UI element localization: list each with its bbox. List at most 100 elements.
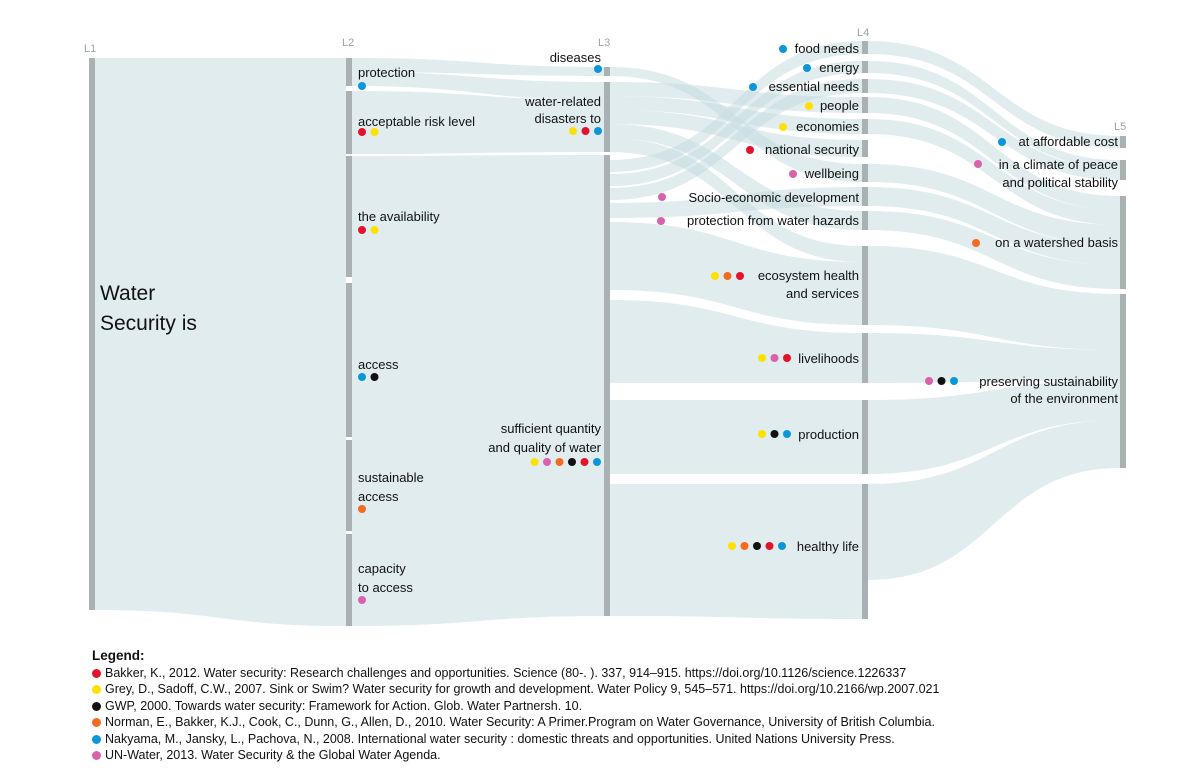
dot-watershed-norman: [972, 239, 980, 247]
label-energy: energy: [819, 60, 859, 75]
dot-sufficient-nakyama: [593, 458, 601, 466]
bar-affordable: [1120, 136, 1126, 148]
level-l1: L1: [84, 43, 96, 55]
label-water-security-line1: Water: [100, 282, 155, 305]
flows: [95, 41, 1120, 626]
label-economies: economies: [796, 119, 859, 134]
flow-30: [868, 420, 1120, 580]
flow-18: [610, 484, 862, 619]
dot-livelihoods-bakker: [783, 354, 791, 362]
bar-water-security: [89, 58, 95, 610]
label-capacity-line2: to access: [358, 580, 413, 595]
legend-item-norman: Norman, E., Bakker, K.J., Cook, C., Dunn…: [92, 714, 1092, 731]
label-water-security-line2: Security is: [100, 312, 197, 335]
flow-23: [868, 119, 1120, 225]
label-acceptable-risk: acceptable risk level: [358, 114, 475, 129]
dot-ecosystem-bakker: [736, 272, 744, 280]
label-diseases: diseases: [550, 50, 602, 65]
label-essential-needs: essential needs: [769, 79, 860, 94]
dot-livelihoods-unwater: [770, 354, 779, 362]
flow-12: [610, 61, 862, 186]
label-protection: protection: [358, 65, 415, 80]
dot-healthy-life-nakyama: [778, 542, 786, 550]
bar-national-security: [862, 140, 868, 157]
flow-2: [352, 72, 604, 100]
bar-diseases: [604, 67, 610, 76]
legend-item-unwater: UN-Water, 2013. Water Security & the Glo…: [92, 747, 1092, 764]
label-socio-economic: Socio-economic development: [688, 190, 859, 205]
level-labels: L1 L2 L3 L4 L5: [84, 27, 1126, 133]
legend-text: Grey, D., Sadoff, C.W., 2007. Sink or Sw…: [105, 682, 940, 696]
bar-food-needs: [862, 41, 868, 54]
label-food-needs: food needs: [795, 41, 860, 56]
dot-essential-needs-nakyama: [749, 83, 757, 91]
dot-access-gwp: [370, 373, 379, 381]
flow-15: [610, 222, 862, 325]
label-sufficient-line1: sufficient quantity: [501, 421, 602, 436]
dot-production-grey: [758, 430, 766, 438]
label-sustainability-line1: preserving sustainability: [979, 374, 1118, 389]
dot-healthy-life-bakker: [765, 542, 774, 550]
bar-protection: [346, 58, 352, 86]
flow-6: [610, 82, 862, 113]
label-watershed: on a watershed basis: [995, 235, 1118, 250]
legend-text: Norman, E., Bakker, K.J., Cook, C., Dunn…: [105, 715, 935, 729]
flow-0: [95, 58, 346, 626]
reference-dots: [358, 45, 1006, 604]
dot-people-grey: [805, 102, 813, 110]
flow-28: [868, 333, 1120, 383]
bar-livelihoods: [862, 333, 868, 383]
bar-capacity: [346, 534, 352, 626]
dot-water-disasters-grey: [569, 127, 577, 135]
bar-ecosystem: [862, 246, 868, 325]
flow-4: [352, 155, 604, 626]
legend-text: UN-Water, 2013. Water Security & the Glo…: [105, 748, 441, 762]
label-availability: the availability: [358, 209, 440, 224]
label-peace-line1: in a climate of peace: [999, 157, 1118, 172]
dot-sufficient-bakker: [580, 458, 589, 466]
flow-20: [868, 61, 1120, 168]
label-people: people: [820, 98, 859, 113]
dot-protection-nakyama: [358, 82, 366, 90]
node-bars: [89, 41, 1126, 626]
dot-sufficient-unwater: [543, 458, 551, 466]
dot-healthy-life-gwp: [753, 542, 761, 550]
dot-acceptable-risk-grey: [370, 128, 379, 136]
label-production: production: [798, 427, 859, 442]
bar-peace: [1120, 160, 1126, 180]
bar-watershed: [1120, 196, 1126, 289]
dot-ecosystem-grey: [711, 272, 719, 280]
label-affordable: at affordable cost: [1019, 134, 1119, 149]
level-l4: L4: [857, 27, 869, 39]
legend-text: Bakker, K., 2012. Water security: Resear…: [105, 665, 907, 680]
bar-people: [862, 97, 868, 113]
level-l2: L2: [342, 37, 354, 49]
legend-item-nakyama: Nakyama, M., Jansky, L., Pachova, N., 20…: [92, 731, 1092, 748]
legend-dot-unwater: [92, 751, 101, 760]
bar-protection-hazards: [862, 211, 868, 230]
dot-affordable-nakyama: [998, 138, 1006, 146]
label-sustainable-access-line1: sustainable: [358, 470, 424, 485]
dot-water-disasters-bakker: [581, 127, 590, 135]
legend-dot-nakyama: [92, 734, 101, 744]
bar-wellbeing: [862, 164, 868, 182]
legend-text: GWP, 2000. Towards water security: Frame…: [105, 698, 583, 713]
dot-access-nakyama: [358, 373, 366, 381]
bar-sustainability: [1120, 294, 1126, 468]
dot-sustainability-unwater: [925, 377, 933, 385]
bar-essential-needs: [862, 79, 868, 93]
label-healthy-life: healthy life: [797, 539, 859, 554]
bar-sustainable-access: [346, 440, 352, 531]
flow-25: [868, 187, 1120, 265]
dot-availability-bakker: [358, 226, 366, 234]
label-ecosystem-line2: and services: [786, 286, 859, 301]
flow-17: [610, 400, 862, 474]
legend: Legend: Bakker, K., 2012. Water security…: [92, 648, 1092, 764]
dot-wellbeing-unwater: [789, 170, 797, 178]
legend-dot-bakker: [92, 668, 101, 678]
legend-text: Nakyama, M., Jansky, L., Pachova, N., 20…: [105, 731, 895, 746]
dot-healthy-life-norman: [740, 542, 749, 550]
bar-healthy-life: [862, 484, 868, 619]
level-l3: L3: [598, 37, 610, 49]
legend-title: Legend:: [92, 648, 145, 663]
